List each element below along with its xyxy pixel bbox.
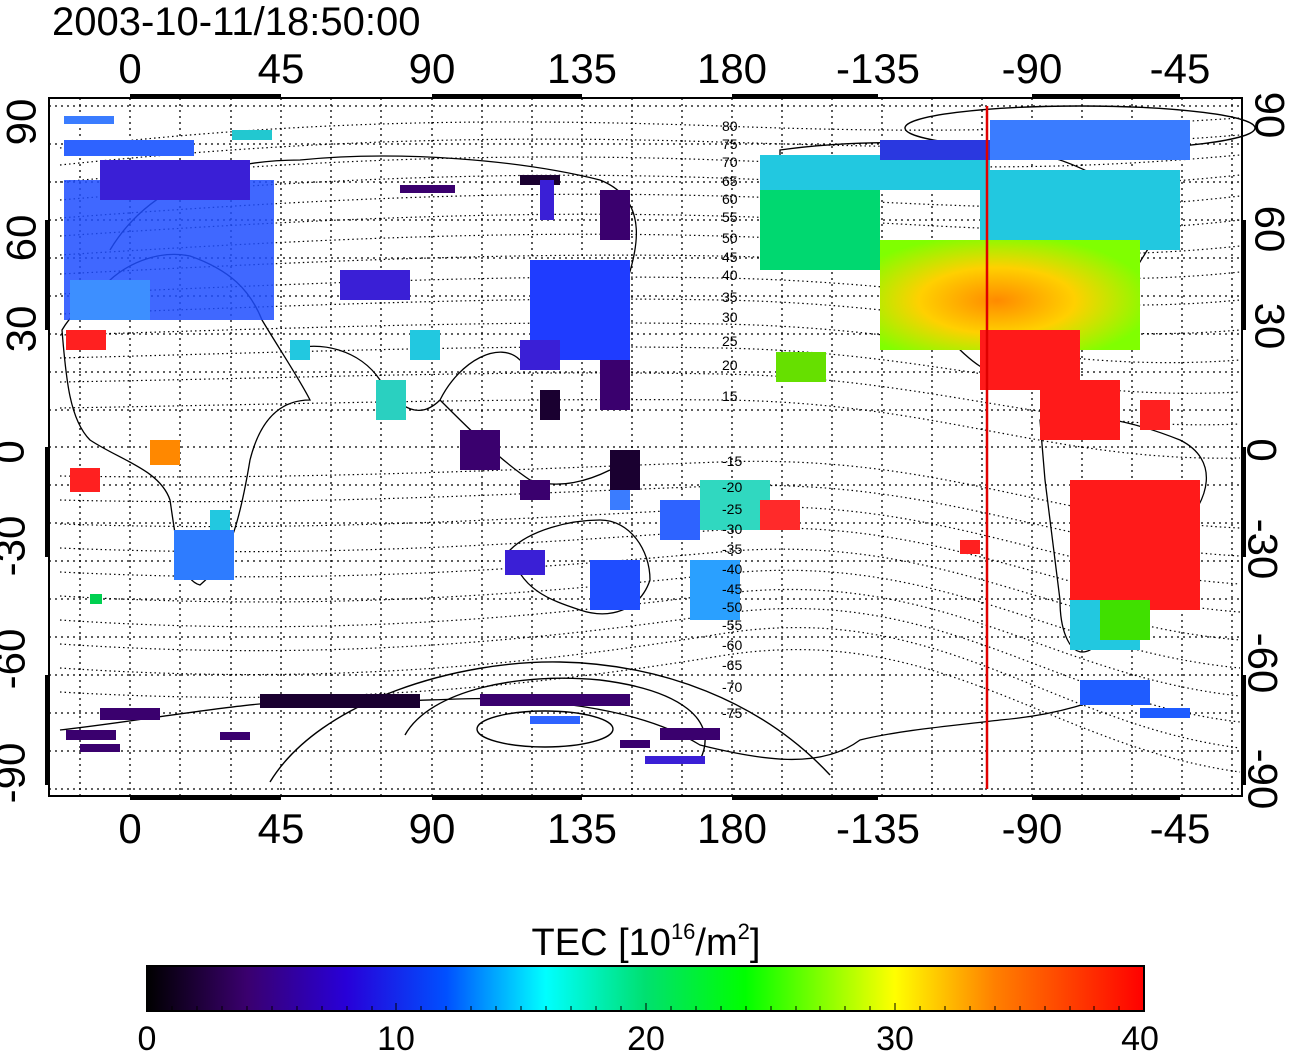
contour-label: -60 (722, 637, 742, 653)
contour-label: 25 (722, 333, 738, 349)
bottom-lon-tick: -135 (835, 805, 921, 852)
bottom-lon-tick: 135 (546, 805, 618, 852)
top-lon-tick: 90 (408, 45, 456, 92)
frame-bars (45, 94, 1246, 800)
colorbar-title: TEC [1016/m2] (0, 910, 1292, 965)
top-lon-tick: 45 (257, 45, 305, 92)
contour-label: -70 (722, 679, 742, 695)
contour-label: 65 (722, 173, 738, 189)
contour-label: -55 (722, 617, 742, 633)
top-lon-tick: -45 (1149, 45, 1211, 92)
colorbar-tick-label: 10 (377, 1020, 415, 1058)
colorbar-title-mid: /m (695, 922, 738, 964)
colorbar-title-prefix: TEC [10 (531, 922, 671, 964)
contour-label: -75 (722, 705, 742, 721)
bottom-lon-tick: 180 (696, 805, 768, 852)
top-lon-tick: -90 (1001, 45, 1063, 92)
colorbar-tick-label: 30 (876, 1020, 914, 1058)
top-lon-tick: -135 (835, 45, 921, 92)
colorbar-tick-label: 0 (137, 1020, 157, 1058)
contour-label: 15 (722, 388, 738, 404)
contour-label: 20 (722, 357, 738, 373)
tec-data (64, 116, 1200, 764)
bottom-lon-tick: 45 (257, 805, 305, 852)
bottom-lon-tick: -90 (1001, 805, 1063, 852)
contour-label: -30 (722, 521, 742, 537)
contour-label: 40 (722, 267, 738, 283)
colorbar-title-exp1: 16 (670, 919, 696, 944)
contour-label: 80 (722, 118, 738, 134)
contour-label: -65 (722, 657, 742, 673)
colorbar-ticks (171, 1003, 1120, 1011)
contour-label: -40 (722, 561, 742, 577)
contour-label: 55 (722, 209, 738, 225)
top-lon-tick: 0 (118, 45, 142, 92)
contour-labels: 80 75 70 65 60 55 50 45 40 35 30 25 20 1… (722, 118, 742, 721)
contour-label: 45 (722, 249, 738, 265)
contour-label: -20 (722, 479, 742, 495)
map-title: 2003-10-11/18:50:00 (52, 0, 421, 44)
bottom-lon-tick: 0 (118, 805, 142, 852)
polar-contours (269, 105, 1256, 783)
colorbar-tick-label: 20 (627, 1020, 665, 1058)
contour-label: -50 (722, 599, 742, 615)
contour-label: 50 (722, 230, 738, 246)
contour-label: -45 (722, 581, 742, 597)
contour-label: 60 (722, 191, 738, 207)
colorbar-title-exp2: 2 (737, 919, 750, 944)
colorbar-tick-label: 40 (1121, 1020, 1159, 1058)
contour-label: 70 (722, 154, 738, 170)
contour-label: -35 (722, 541, 742, 557)
contour-label: 30 (722, 309, 738, 325)
colorbar-title-suffix: ] (749, 922, 761, 964)
top-lon-tick: 135 (546, 45, 618, 92)
contour-label: 75 (722, 136, 738, 152)
contour-label: -25 (722, 501, 742, 517)
top-lon-tick: 180 (696, 45, 768, 92)
bottom-lon-tick: -45 (1149, 805, 1211, 852)
contour-label: -15 (722, 453, 742, 469)
contour-label: 35 (722, 289, 738, 305)
bottom-lon-tick: 90 (408, 805, 456, 852)
